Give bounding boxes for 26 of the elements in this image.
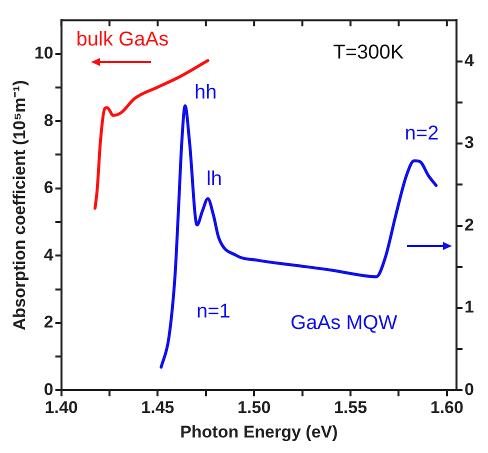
x-tick-label: 1.60 xyxy=(430,398,464,418)
annotation: T=300K xyxy=(333,42,404,64)
y-tick-label: 10 xyxy=(34,44,54,63)
x-tick-label: 1.50 xyxy=(238,398,271,418)
y2-tick-label: 0 xyxy=(464,380,474,399)
series-label: bulk GaAs xyxy=(76,28,169,51)
y2-tick-label: 1 xyxy=(464,298,474,317)
y-tick-label: 8 xyxy=(44,110,54,130)
y-tick-label: 6 xyxy=(44,178,54,198)
y2-tick-label: 3 xyxy=(464,133,474,152)
y2-tick-label: 2 xyxy=(464,215,474,234)
text: GaAs MQW xyxy=(290,312,398,334)
x-tick-label: 1.55 xyxy=(334,398,368,418)
y2-tick-label: 4 xyxy=(464,51,475,70)
y-tick-label: 4 xyxy=(44,245,54,264)
line-series xyxy=(160,104,438,369)
annotation: n=2 xyxy=(404,122,439,144)
y-tick-label: 2 xyxy=(44,312,54,332)
y-axis-title: Absorption coefficient (10⁵m⁻¹) xyxy=(10,80,29,330)
x-tick-label: 1.40 xyxy=(44,398,78,418)
annotation: n=1 xyxy=(196,300,230,323)
x-axis-title: Photon Energy (eV) xyxy=(180,422,338,442)
annotation: hh xyxy=(194,82,217,104)
annotation: lh xyxy=(206,168,222,190)
y-tick-label: 0 xyxy=(44,380,54,399)
x-tick-label: 1.45 xyxy=(141,398,174,418)
